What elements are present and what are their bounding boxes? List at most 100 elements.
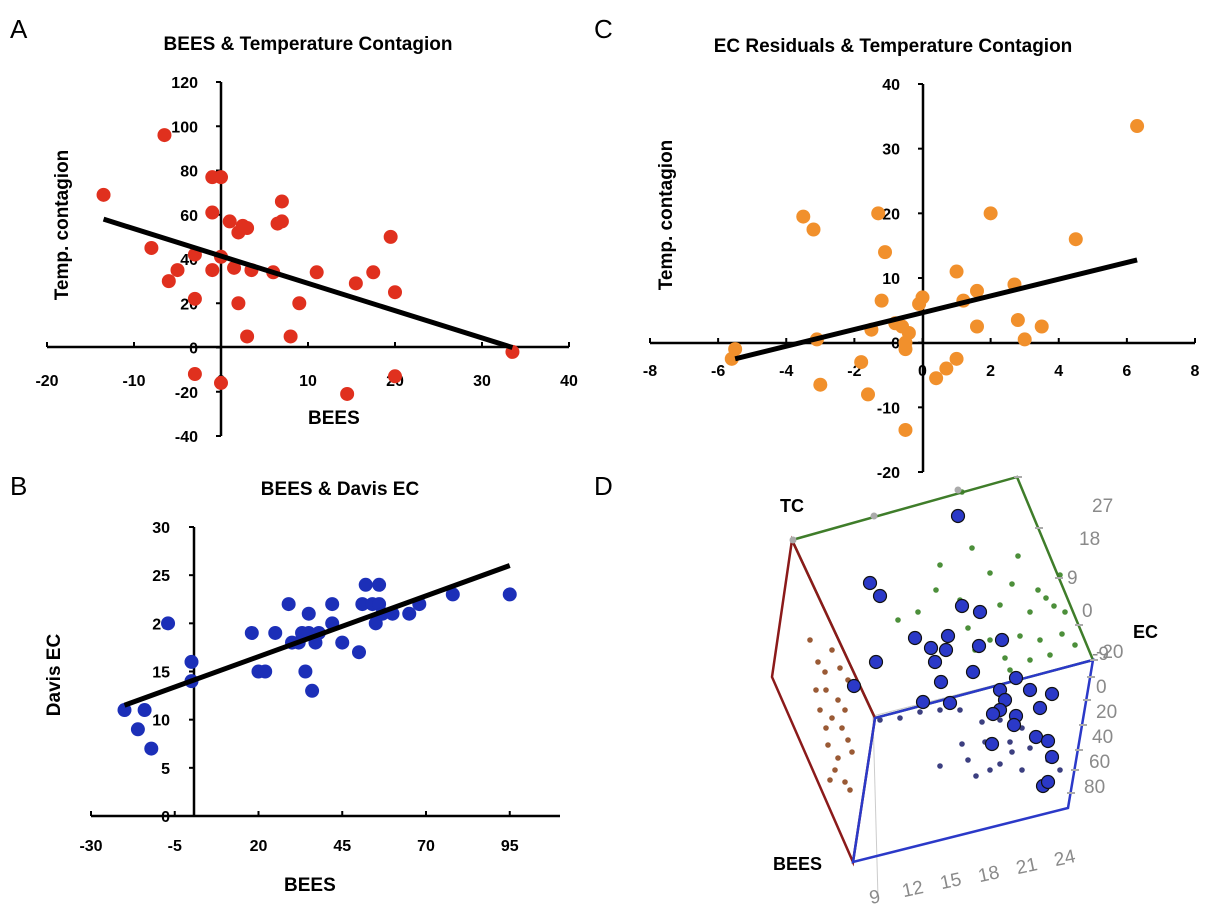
panel-d-ec-dot — [1057, 767, 1063, 773]
panel-a-point — [157, 128, 172, 143]
panel-a-point — [205, 205, 220, 220]
panel-a-point — [388, 285, 402, 300]
panel-d-tc-dot — [915, 609, 921, 615]
panel-b-point — [502, 587, 517, 602]
panel-c-point — [796, 209, 811, 224]
panel-d-ec-dot — [957, 707, 963, 713]
panel-a-y-tick-label: 0 — [189, 341, 198, 358]
panel-b-point — [298, 664, 313, 679]
panel-b-point — [305, 683, 320, 698]
panel-d-point — [923, 640, 939, 656]
panel-c-y-label: Temp. contagion — [656, 140, 677, 291]
panel-d-ec-tick-label: 20 — [1096, 702, 1117, 723]
panel-b-point — [137, 703, 152, 718]
panel-d-tc-dot — [1037, 637, 1043, 643]
panel-b-x-tick-label: 45 — [333, 838, 351, 855]
panel-d-bees-tick-label: 12 — [900, 877, 925, 902]
panel-d-ec-dot — [1009, 749, 1015, 755]
panel-d-tc-dot — [1072, 642, 1078, 648]
panel-d-point — [972, 604, 988, 620]
panel-d-ec-label: EC — [1133, 622, 1158, 642]
panel-a-point — [214, 375, 228, 390]
panel-b-y-tick-label: 5 — [161, 761, 170, 778]
panel-d-bees-tick-label: 24 — [1052, 846, 1077, 871]
panel-d-ec-dot — [997, 717, 1003, 723]
panel-b-y-tick-label: 15 — [152, 665, 170, 682]
panel-d-point — [942, 695, 958, 711]
panel-b-title: BEES & Davis EC — [261, 479, 420, 500]
panel-d-ec-dot — [959, 741, 965, 747]
panel-b-point — [161, 616, 176, 631]
panel-c-point — [915, 290, 930, 305]
panel-d-tc-label: TC — [780, 496, 804, 516]
panel-a-point — [205, 263, 220, 278]
panel-b-point — [244, 625, 259, 640]
panel-b-point — [335, 635, 350, 650]
panel-d-point — [950, 508, 966, 524]
panel-a-y-tick-label: 120 — [171, 75, 198, 92]
panel-c-y-tick-label: -10 — [877, 400, 900, 417]
panel-d-ec-dot — [1019, 767, 1025, 773]
panel-letter-c: C — [594, 14, 613, 44]
panel-c-point — [878, 245, 893, 260]
panel-c-point — [806, 222, 821, 237]
panel-c-x-tick-label: 2 — [986, 363, 995, 380]
panel-letter-a: A — [10, 14, 28, 44]
panel-b-point — [268, 625, 283, 640]
panel-d-edge-tick — [789, 536, 797, 544]
panel-c-y-tick-label: 20 — [882, 206, 900, 223]
panel-a-point — [170, 263, 185, 278]
panel-b-trend-line — [123, 563, 511, 708]
panel-d-bees-dot — [849, 749, 855, 755]
panel-d-point — [971, 638, 987, 654]
panel-d-point — [915, 694, 931, 710]
panel-d-bees-tick-label: 21 — [1014, 854, 1039, 879]
panel-d-point — [862, 575, 878, 591]
panel-d-point — [1040, 733, 1056, 749]
panel-c-point — [901, 325, 916, 340]
panel-d-point — [1032, 700, 1048, 716]
panel-a-chart: BEES & Temperature Contagion Temp. conta… — [35, 34, 578, 446]
panel-c-point — [874, 293, 889, 308]
panel-d-tc-dot — [1027, 657, 1033, 663]
panel-c-y-tick-label: 30 — [882, 142, 900, 159]
panel-c-point — [949, 351, 964, 366]
panel-d-bees-dot — [817, 707, 823, 713]
panel-d-bees-dot — [842, 779, 848, 785]
panel-d-tc-dot — [987, 570, 993, 576]
panel-d-ec-tick-label: 0 — [1096, 677, 1107, 698]
panel-d-tc-dot — [1002, 655, 1008, 661]
panel-d-point — [954, 598, 970, 614]
panel-d-ec-dot — [973, 773, 979, 779]
panel-d-tc-dot — [895, 617, 901, 623]
panel-d-tc-dot — [937, 562, 943, 568]
panel-a-point — [366, 265, 381, 280]
panel-b-y-tick-label: 25 — [152, 568, 170, 585]
panel-d-ec-dot — [1007, 739, 1013, 745]
panel-c-x-tick-label: 4 — [1054, 363, 1063, 380]
panel-d-point — [985, 706, 1001, 722]
panel-b-point — [258, 664, 273, 679]
panel-d-tc-dot — [1043, 595, 1049, 601]
panel-a-point — [231, 296, 246, 311]
panel-d-point — [938, 642, 954, 658]
panel-d-bees-dot — [845, 737, 851, 743]
panel-b-point — [325, 597, 340, 612]
panel-b-point — [352, 645, 366, 660]
panel-a-x-tick-label: -10 — [122, 373, 145, 390]
panel-c-y-tick-label: -20 — [877, 465, 900, 482]
panel-d-bees-label: BEES — [773, 854, 822, 874]
panel-d-tc-dot — [997, 602, 1003, 608]
panel-b-y-label: Davis EC — [44, 634, 65, 717]
panel-d-point — [927, 654, 943, 670]
panel-a-point — [348, 276, 363, 291]
panel-letter-d: D — [594, 471, 613, 501]
panel-a-point — [227, 260, 242, 275]
panel-a-point — [187, 291, 202, 306]
panel-b-point — [372, 577, 387, 592]
panel-d-bees-dot — [823, 687, 829, 693]
panel-d-tc-dot — [1007, 667, 1013, 673]
panel-b-point — [355, 597, 370, 612]
panel-d-ec-dot — [937, 707, 943, 713]
